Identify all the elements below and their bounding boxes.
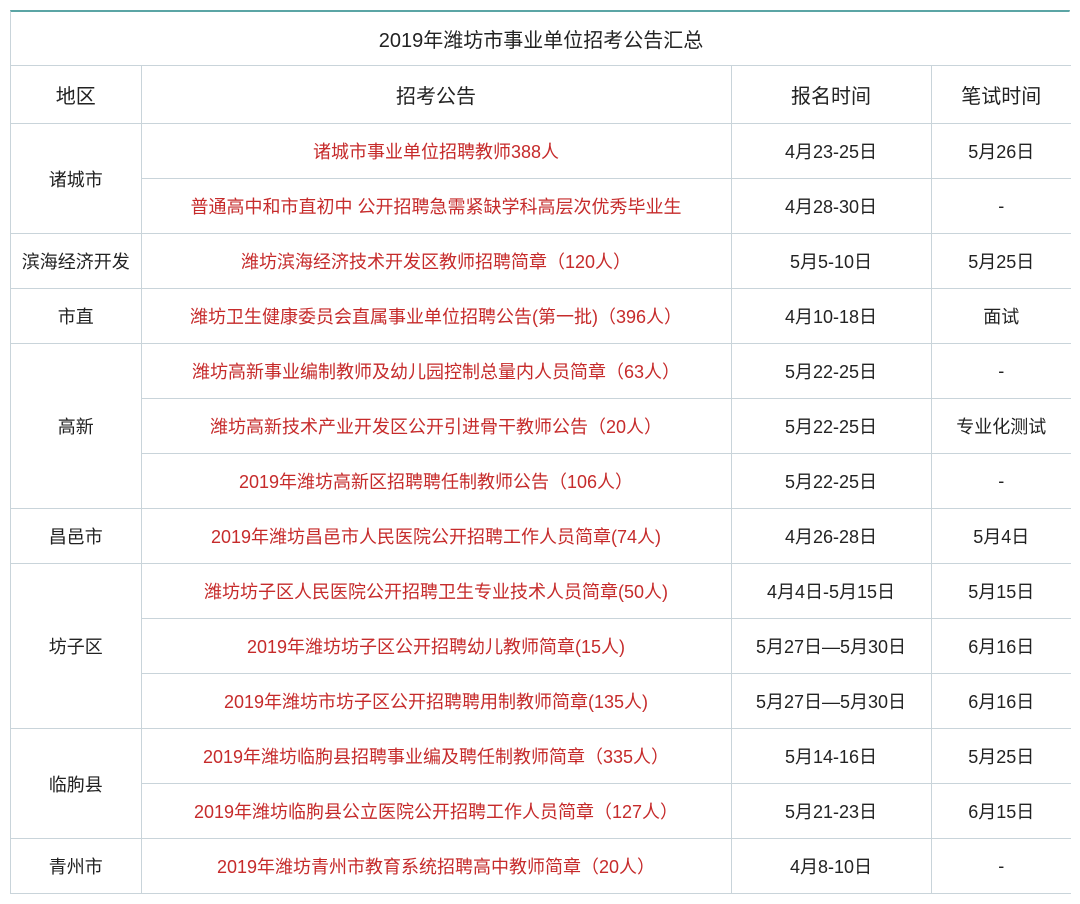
region-cell: 市直 [11,289,141,344]
exam-time-cell: - [931,839,1071,894]
announcement-cell: 2019年潍坊临朐县招聘事业编及聘任制教师简章（335人） [141,729,731,784]
table-title: 2019年潍坊市事业单位招考公告汇总 [11,12,1071,66]
exam-time-cell: 6月15日 [931,784,1071,839]
col-header-exam: 笔试时间 [931,66,1071,124]
announcement-link[interactable]: 诸城市事业单位招聘教师388人 [313,142,559,162]
table-row: 昌邑市 2019年潍坊昌邑市人民医院公开招聘工作人员简章(74人) 4月26-28日… [11,509,1071,564]
region-cell: 青州市 [11,839,141,894]
register-time-cell: 5月5-10日 [731,234,931,289]
announcement-link[interactable]: 2019年潍坊青州市教育系统招聘高中教师简章（20人） [217,857,655,877]
register-time-cell: 5月21-23日 [731,784,931,839]
table-row: 青州市 2019年潍坊青州市教育系统招聘高中教师简章（20人） 4月8-10日- [11,839,1071,894]
announcement-link[interactable]: 潍坊高新事业编制教师及幼儿园控制总量内人员简章（63人） [192,362,680,382]
announcement-link[interactable]: 2019年潍坊临朐县公立医院公开招聘工作人员简章（127人） [194,802,678,822]
table-row: 潍坊高新技术产业开发区公开引进骨干教师公告（20人） 5月22-25日专业化测试 [11,399,1071,454]
table-row: 高新潍坊高新事业编制教师及幼儿园控制总量内人员简章（63人）5月22-25日- [11,344,1071,399]
region-cell: 滨海经济开发 [11,234,141,289]
region-cell: 诸城市 [11,124,141,234]
register-time-cell: 5月27日—5月30日 [731,619,931,674]
region-cell: 高新 [11,344,141,509]
register-time-cell: 4月28-30日 [731,179,931,234]
announcement-cell: 2019年潍坊青州市教育系统招聘高中教师简章（20人） [141,839,731,894]
register-time-cell: 5月22-25日 [731,399,931,454]
register-time-cell: 4月26-28日 [731,509,931,564]
announcement-link[interactable]: 潍坊坊子区人民医院公开招聘卫生专业技术人员简章(50人) [204,582,668,602]
exam-time-cell: - [931,179,1071,234]
table-row: 普通高中和市直初中 公开招聘急需紧缺学科高层次优秀毕业生 4月28-30日- [11,179,1071,234]
announcement-link[interactable]: 2019年潍坊临朐县招聘事业编及聘任制教师简章（335人） [203,747,669,767]
announcement-cell: 潍坊高新技术产业开发区公开引进骨干教师公告（20人） [141,399,731,454]
announcement-link[interactable]: 2019年潍坊高新区招聘聘任制教师公告（106人） [239,472,633,492]
announcement-link[interactable]: 2019年潍坊市坊子区公开招聘聘用制教师简章(135人) [224,692,648,712]
col-header-region: 地区 [11,66,141,124]
register-time-cell: 5月27日—5月30日 [731,674,931,729]
announcement-link[interactable]: 普通高中和市直初中 公开招聘急需紧缺学科高层次优秀毕业生 [191,197,682,217]
exam-time-cell: 5月26日 [931,124,1071,179]
register-time-cell: 4月4日-5月15日 [731,564,931,619]
announcement-cell: 2019年潍坊临朐县公立医院公开招聘工作人员简章（127人） [141,784,731,839]
exam-time-cell: - [931,344,1071,399]
announcement-link[interactable]: 潍坊滨海经济技术开发区教师招聘简章（120人） [241,252,631,272]
announcement-link[interactable]: 2019年潍坊昌邑市人民医院公开招聘工作人员简章(74人) [211,527,661,547]
register-time-cell: 4月23-25日 [731,124,931,179]
table-row: 市直 潍坊卫生健康委员会直属事业单位招聘公告(第一批)（396人） 4月10-18日… [11,289,1071,344]
table-row: 坊子区潍坊坊子区人民医院公开招聘卫生专业技术人员简章(50人)4月4日-5月15… [11,564,1071,619]
exam-time-cell: 5月25日 [931,729,1071,784]
register-time-cell: 4月8-10日 [731,839,931,894]
announcement-cell: 诸城市事业单位招聘教师388人 [141,124,731,179]
region-cell: 昌邑市 [11,509,141,564]
register-time-cell: 4月10-18日 [731,289,931,344]
col-header-announcement: 招考公告 [141,66,731,124]
announcement-cell: 2019年潍坊昌邑市人民医院公开招聘工作人员简章(74人) [141,509,731,564]
exam-time-cell: 6月16日 [931,619,1071,674]
region-cell: 临朐县 [11,729,141,839]
announcement-cell: 2019年潍坊高新区招聘聘任制教师公告（106人） [141,454,731,509]
announcement-link[interactable]: 2019年潍坊坊子区公开招聘幼儿教师简章(15人) [247,637,625,657]
exam-time-cell: 5月25日 [931,234,1071,289]
table-row: 2019年潍坊高新区招聘聘任制教师公告（106人） 5月22-25日- [11,454,1071,509]
table-row: 2019年潍坊临朐县公立医院公开招聘工作人员简章（127人） 5月21-23日6月… [11,784,1071,839]
exam-time-cell: 5月4日 [931,509,1071,564]
exam-time-cell: 5月15日 [931,564,1071,619]
recruitment-table-container: 2019年潍坊市事业单位招考公告汇总 地区 招考公告 报名时间 笔试时间 诸城市… [10,10,1070,894]
register-time-cell: 5月22-25日 [731,344,931,399]
announcement-cell: 普通高中和市直初中 公开招聘急需紧缺学科高层次优秀毕业生 [141,179,731,234]
table-body: 2019年潍坊市事业单位招考公告汇总 地区 招考公告 报名时间 笔试时间 诸城市… [11,12,1071,894]
region-cell: 坊子区 [11,564,141,729]
announcement-cell: 潍坊坊子区人民医院公开招聘卫生专业技术人员简章(50人) [141,564,731,619]
announcement-cell: 2019年潍坊市坊子区公开招聘聘用制教师简章(135人) [141,674,731,729]
announcement-cell: 潍坊滨海经济技术开发区教师招聘简章（120人） [141,234,731,289]
exam-time-cell: - [931,454,1071,509]
table-row: 滨海经济开发 潍坊滨海经济技术开发区教师招聘简章（120人） 5月5-10日5月25… [11,234,1071,289]
register-time-cell: 5月22-25日 [731,454,931,509]
table-row: 2019年潍坊市坊子区公开招聘聘用制教师简章(135人) 5月27日—5月30日6… [11,674,1071,729]
exam-time-cell: 面试 [931,289,1071,344]
announcement-cell: 潍坊卫生健康委员会直属事业单位招聘公告(第一批)（396人） [141,289,731,344]
table-row: 临朐县2019年潍坊临朐县招聘事业编及聘任制教师简章（335人）5月14-16日… [11,729,1071,784]
table-row: 诸城市诸城市事业单位招聘教师388人4月23-25日5月26日 [11,124,1071,179]
recruitment-table: 2019年潍坊市事业单位招考公告汇总 地区 招考公告 报名时间 笔试时间 诸城市… [11,12,1071,894]
exam-time-cell: 6月16日 [931,674,1071,729]
col-header-register: 报名时间 [731,66,931,124]
table-title-row: 2019年潍坊市事业单位招考公告汇总 [11,12,1071,66]
announcement-cell: 2019年潍坊坊子区公开招聘幼儿教师简章(15人) [141,619,731,674]
table-row: 2019年潍坊坊子区公开招聘幼儿教师简章(15人) 5月27日—5月30日6月16… [11,619,1071,674]
announcement-link[interactable]: 潍坊卫生健康委员会直属事业单位招聘公告(第一批)（396人） [190,307,682,327]
register-time-cell: 5月14-16日 [731,729,931,784]
announcement-cell: 潍坊高新事业编制教师及幼儿园控制总量内人员简章（63人） [141,344,731,399]
exam-time-cell: 专业化测试 [931,399,1071,454]
announcement-link[interactable]: 潍坊高新技术产业开发区公开引进骨干教师公告（20人） [210,417,662,437]
header-row: 地区 招考公告 报名时间 笔试时间 [11,66,1071,124]
